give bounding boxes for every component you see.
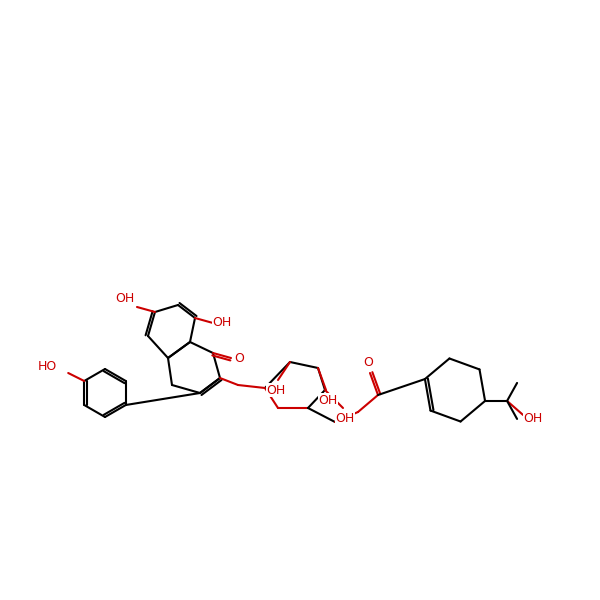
Text: O: O <box>234 352 244 364</box>
Text: OH: OH <box>115 292 134 305</box>
Text: O: O <box>363 356 373 370</box>
Text: OH: OH <box>523 412 542 425</box>
Text: OH: OH <box>212 317 232 329</box>
Text: HO: HO <box>38 361 57 373</box>
Text: OH: OH <box>266 383 286 397</box>
Text: OH: OH <box>335 412 355 425</box>
Text: OH: OH <box>319 394 338 407</box>
